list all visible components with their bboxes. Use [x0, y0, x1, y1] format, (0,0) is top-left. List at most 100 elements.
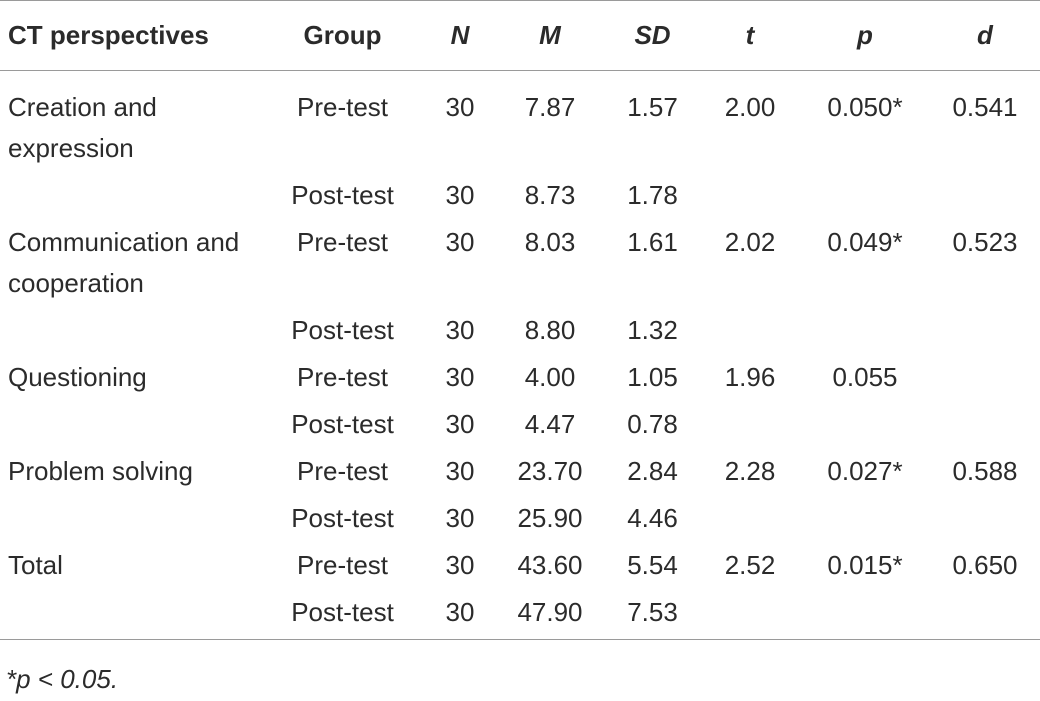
cell-t — [700, 404, 800, 451]
cell-p: 0.049* — [827, 227, 903, 257]
cell-perspective: Problem solving — [8, 456, 193, 486]
cell-d — [930, 404, 1040, 451]
cell-t: 1.96 — [724, 362, 776, 392]
header-m: M — [495, 0, 605, 71]
cell-p — [800, 175, 930, 222]
header-group: Group — [260, 0, 425, 71]
cell-sd: 7.53 — [605, 592, 700, 640]
cell-n: 30 — [425, 592, 495, 640]
cell-perspective — [0, 592, 260, 640]
cell-p: 0.027* — [827, 456, 903, 486]
cell-group: Pre-test — [296, 92, 389, 122]
table-row: Post-test 30 8.73 1.78 — [0, 175, 1040, 222]
header-p: p — [800, 0, 930, 71]
cell-sd: 1.78 — [627, 180, 678, 210]
cell-perspective — [0, 310, 260, 357]
cell-m: 43.60 — [517, 550, 583, 580]
table-row: Creation and expression Pre-test 30 7.87… — [0, 71, 1040, 176]
cell-group: Pre-test — [296, 456, 389, 486]
cell-group: Post-test — [260, 592, 425, 640]
cell-group: Pre-test — [296, 227, 389, 257]
cell-n: 30 — [445, 362, 475, 392]
table-row: Questioning Pre-test 30 4.00 1.05 1.96 0… — [0, 357, 1040, 404]
cell-d: 0.541 — [952, 92, 1018, 122]
cell-d: 0.588 — [952, 456, 1018, 486]
cell-sd: 1.05 — [627, 362, 678, 392]
cell-n: 30 — [445, 550, 475, 580]
cell-p — [800, 310, 930, 357]
cell-sd: 0.78 — [627, 409, 678, 439]
cell-m: 8.73 — [524, 180, 576, 210]
cell-perspective — [0, 404, 260, 451]
cell-n: 30 — [445, 180, 475, 210]
cell-m: 47.90 — [495, 592, 605, 640]
cell-sd: 1.61 — [627, 227, 678, 257]
header-sd: SD — [605, 0, 700, 71]
results-table-wrapper: CT perspectives Group N M SD t p d Creat… — [0, 0, 1040, 640]
header-d: d — [930, 0, 1040, 71]
cell-perspective — [0, 498, 260, 545]
table-row: Communication and cooperation Pre-test 3… — [0, 222, 1040, 310]
cell-group: Pre-test — [296, 550, 389, 580]
cell-t — [700, 498, 800, 545]
cell-perspective: Questioning — [8, 362, 147, 392]
cell-m: 25.90 — [517, 503, 583, 533]
cell-t — [700, 175, 800, 222]
cell-m: 4.00 — [524, 362, 576, 392]
cell-m: 23.70 — [517, 456, 583, 486]
cell-n: 30 — [445, 456, 475, 486]
cell-group: Post-test — [291, 503, 394, 533]
table-row: Post-test 30 8.80 1.32 — [0, 310, 1040, 357]
results-table: CT perspectives Group N M SD t p d Creat… — [0, 0, 1040, 640]
cell-n: 30 — [445, 503, 475, 533]
cell-sd: 5.54 — [627, 550, 678, 580]
table-row: Problem solving Pre-test 30 23.70 2.84 2… — [0, 451, 1040, 498]
cell-t: 2.28 — [724, 456, 776, 486]
header-t: t — [700, 0, 800, 71]
cell-d — [930, 592, 1040, 640]
header-n: N — [425, 0, 495, 71]
table-footnote: *p < 0.05. — [6, 664, 119, 694]
cell-p — [800, 404, 930, 451]
cell-p: 0.050* — [827, 92, 903, 122]
cell-perspective: Total — [8, 550, 63, 580]
cell-perspective — [0, 175, 260, 222]
cell-p: 0.015* — [827, 550, 903, 580]
cell-sd: 2.84 — [627, 456, 678, 486]
cell-sd: 4.46 — [627, 503, 678, 533]
cell-p — [800, 498, 930, 545]
cell-m: 4.47 — [524, 409, 576, 439]
header-ct-perspectives: CT perspectives — [0, 0, 260, 71]
table-header-row: CT perspectives Group N M SD t p d — [0, 0, 1040, 71]
cell-perspective: Communication and cooperation — [8, 227, 240, 298]
table-row: Total Pre-test 30 43.60 5.54 2.52 0.015*… — [0, 545, 1040, 592]
cell-group: Post-test — [291, 180, 394, 210]
cell-m: 8.80 — [524, 315, 576, 345]
cell-t — [700, 310, 800, 357]
cell-d — [930, 310, 1040, 357]
cell-d — [930, 175, 1040, 222]
cell-t — [700, 592, 800, 640]
cell-group: Post-test — [291, 409, 394, 439]
cell-d — [930, 357, 1040, 404]
cell-m: 7.87 — [524, 92, 576, 122]
cell-n: 30 — [445, 409, 475, 439]
cell-t: 2.02 — [724, 227, 776, 257]
cell-n: 30 — [445, 315, 475, 345]
cell-m: 8.03 — [524, 227, 576, 257]
table-row: Post-test 30 4.47 0.78 — [0, 404, 1040, 451]
cell-p — [800, 592, 930, 640]
cell-n: 30 — [445, 227, 475, 257]
cell-perspective: Creation and expression — [8, 92, 157, 163]
cell-group: Post-test — [291, 315, 394, 345]
cell-t: 2.00 — [724, 92, 776, 122]
cell-n: 30 — [445, 92, 475, 122]
table-row: Post-test 30 47.90 7.53 — [0, 592, 1040, 640]
cell-sd: 1.57 — [627, 92, 678, 122]
cell-d: 0.523 — [952, 227, 1018, 257]
cell-p: 0.055 — [832, 362, 898, 392]
cell-d — [930, 498, 1040, 545]
cell-group: Pre-test — [296, 362, 389, 392]
cell-sd: 1.32 — [627, 315, 678, 345]
cell-d: 0.650 — [952, 550, 1018, 580]
